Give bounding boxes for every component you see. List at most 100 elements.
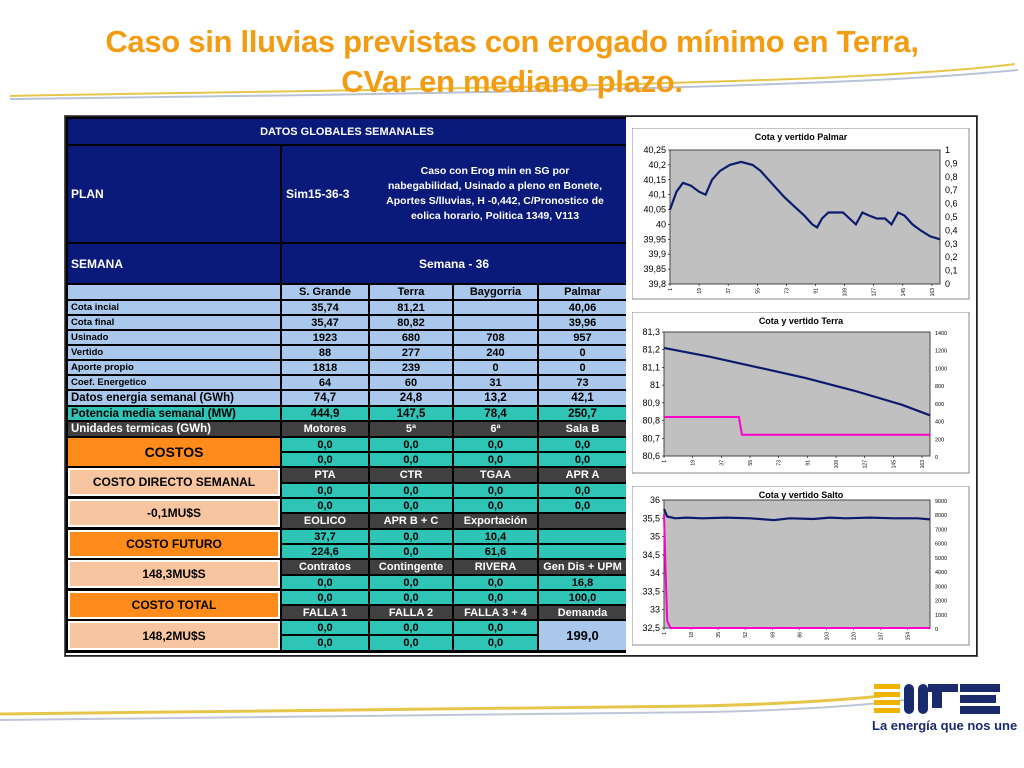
grid-value: 0,0 <box>454 499 537 512</box>
costo-futuro-label: COSTO FUTURO <box>68 530 280 558</box>
grid-value: 0,0 <box>454 453 537 466</box>
costo-total-value: 148,2MU$S <box>68 621 280 650</box>
costo-directo-value: -0,1MU$S <box>68 499 280 527</box>
row-value: 73 <box>539 376 626 389</box>
vertido-series-line <box>663 514 930 629</box>
y-tick-label: 35 <box>650 532 660 542</box>
x-tick-label: 1 <box>662 632 668 635</box>
row-value <box>454 301 537 314</box>
grid-value: 0,0 <box>282 499 368 512</box>
grid-value: 0,0 <box>282 621 368 634</box>
row-label: Datos energia semanal (GWh) <box>68 391 280 405</box>
x-tick-label: 109 <box>834 460 840 469</box>
row-value: 13,2 <box>454 391 537 405</box>
plan-description-line: Aportes S/lluvias, H -0,442, C/Pronostic… <box>386 195 604 207</box>
y2-tick-label: 0,2 <box>945 252 958 262</box>
vertido-series-line <box>664 416 930 436</box>
y-tick-label: 39,85 <box>643 264 666 274</box>
row-value: 239 <box>370 361 452 374</box>
grid-header: Contingente <box>370 560 452 574</box>
grid-value: 0,0 <box>370 545 452 558</box>
y2-tick-label: 7000 <box>935 527 947 533</box>
x-tick-label: 145 <box>901 288 907 297</box>
grid-value: 0,0 <box>539 453 626 466</box>
grid-header: Contratos <box>282 560 368 574</box>
y2-tick-label: 1000 <box>935 613 947 619</box>
y-tick-label: 33,5 <box>642 586 660 596</box>
x-tick-label: 19 <box>697 288 703 294</box>
grid-header <box>539 514 626 528</box>
x-tick-label: 52 <box>743 632 749 638</box>
x-tick-label: 109 <box>843 288 849 297</box>
y-tick-label: 35,5 <box>642 513 660 523</box>
column-header: Baygorria <box>454 285 537 299</box>
grid-value: 0,0 <box>370 636 452 650</box>
x-tick-label: 1 <box>662 460 668 463</box>
x-tick-label: 163 <box>920 460 926 469</box>
grid-header: CTR <box>370 468 452 482</box>
y-tick-label: 40,25 <box>643 145 666 155</box>
y2-tick-label: 200 <box>935 437 944 443</box>
grid-value: 0,0 <box>282 453 368 466</box>
row-value: 39,96 <box>539 316 626 329</box>
row-value: 24,8 <box>370 391 452 405</box>
y-tick-label: 34,5 <box>642 550 660 560</box>
row-value: 74,7 <box>282 391 368 405</box>
row-value: 64 <box>282 376 368 389</box>
plot-area <box>663 499 931 629</box>
row-value: 35,74 <box>282 301 368 314</box>
grid-value: 0,0 <box>454 636 537 650</box>
grid-value <box>539 545 626 558</box>
grid-value: 0,0 <box>370 499 452 512</box>
data-table: DATOS GLOBALES SEMANALES PLAN Sim15-36-3 Ca… <box>66 117 626 653</box>
grid-value: 0,0 <box>370 621 452 634</box>
row-value: 0 <box>539 361 626 374</box>
y2-tick-label: 0 <box>935 455 938 461</box>
grid-value: 0,0 <box>282 636 368 650</box>
grid-value: 0,0 <box>282 576 368 589</box>
semana-value: Semana - 36 <box>282 244 626 283</box>
grid-value: 37,7 <box>282 530 368 543</box>
row-value: 250,7 <box>539 407 626 420</box>
chart-title: Cota y vertido Terra <box>759 316 844 326</box>
row-value: 31 <box>454 376 537 389</box>
grid-value: 0,0 <box>454 591 537 604</box>
y-tick-label: 40,15 <box>643 175 666 185</box>
grid-value: 0,0 <box>370 530 452 543</box>
x-tick-label: 103 <box>824 632 830 641</box>
y-tick-label: 81,3 <box>642 327 660 337</box>
row-value: 1818 <box>282 361 368 374</box>
grid-header: Exportación <box>454 514 537 528</box>
y2-tick-label: 0,8 <box>945 172 958 182</box>
y-tick-label: 81,1 <box>642 362 660 372</box>
y-tick-label: 80,6 <box>642 451 660 461</box>
y2-tick-label: 6000 <box>935 542 947 548</box>
logo-text: UTE <box>934 709 936 711</box>
y-tick-label: 39,8 <box>648 279 666 289</box>
grid-value: 16,8 <box>539 576 626 589</box>
y2-tick-label: 5000 <box>935 556 947 562</box>
x-tick-label: 1 <box>668 288 674 291</box>
cota-series-line <box>668 160 941 241</box>
y-tick-label: 81,2 <box>642 345 660 355</box>
chart-terra: Cota y vertido Terra 81,3 81,2 81,1 81 80,9 80… <box>632 312 970 474</box>
y-tick-label: 39,9 <box>648 249 666 259</box>
y-tick-label: 40,05 <box>643 205 666 215</box>
grid-header: EOLICO <box>282 514 368 528</box>
y2-tick-label: 8000 <box>935 513 947 519</box>
row-value: 81,21 <box>370 301 452 314</box>
costo-futuro-value: 148,3MU$S <box>68 560 280 588</box>
chart-svg: Cota y vertido Salto 36 35,5 35 34,5 34 33,5 33… <box>632 486 970 646</box>
y2-tick-label: 1 <box>945 145 950 155</box>
column-header: Palmar <box>539 285 626 299</box>
row-label: Cota incial <box>68 301 280 314</box>
title-line-2: CVar en mediano plazo. <box>341 64 683 99</box>
grid-header: FALLA 3 + 4 <box>454 606 537 619</box>
y-tick-label: 40,1 <box>648 190 666 200</box>
y2-tick-label: 0,3 <box>945 239 958 249</box>
grid-header: FALLA 1 <box>282 606 368 619</box>
grid-header: FALLA 2 <box>370 606 452 619</box>
y-tick-label: 32,5 <box>642 623 660 633</box>
y2-tick-label: 0,4 <box>945 225 958 235</box>
x-tick-label: 127 <box>872 288 878 297</box>
